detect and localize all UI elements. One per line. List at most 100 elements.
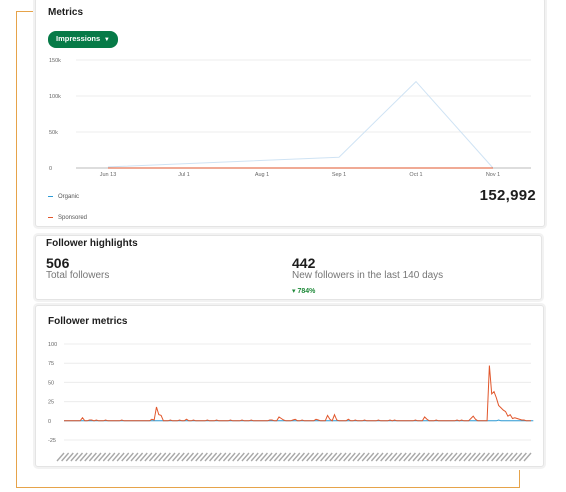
x-tick-mark [495,452,504,462]
x-tick-label: Oct 1 [409,172,422,178]
x-tick-mark [301,452,310,462]
x-tick-mark [148,452,158,462]
x-tick-mark [509,452,518,462]
x-tick-label: Aug 1 [255,172,269,178]
x-tick-mark [518,452,527,462]
x-tick-mark [278,452,287,462]
x-tick-mark [79,452,88,462]
x-tick-mark [486,452,495,462]
x-tick-mark [283,452,292,462]
new-followers-change: ▾ 784% [292,287,315,295]
x-tick-mark [61,452,70,462]
impressions-dropdown-label: Impressions [56,34,101,43]
caret-down-icon: ▼ [102,37,110,43]
x-tick-mark [292,452,301,462]
x-tick-mark [209,452,218,462]
y-tick-label: 50 [48,380,54,386]
x-tick-mark [458,452,467,462]
y-tick-label: 100 [48,342,57,348]
x-tick-mark [56,452,65,462]
x-tick-mark [259,452,268,462]
x-tick-mark [162,452,171,462]
x-tick-mark [421,452,430,462]
x-tick-label: Jul 1 [178,172,190,178]
x-tick-mark [320,452,329,462]
frame-border-right [519,470,520,488]
x-tick-mark [407,452,416,462]
x-tick-mark [380,452,389,462]
y-tick-label: 150k [49,58,61,64]
y-tick-label: 100k [49,94,61,100]
x-tick-mark [70,452,79,462]
x-tick-mark [93,452,102,462]
x-tick-mark [84,452,93,462]
impressions-dropdown[interactable]: Impressions ▼ [48,31,118,48]
x-tick-mark [467,452,477,462]
new-followers-change-value: 784% [297,288,316,295]
x-tick-mark [347,452,356,462]
x-tick-mark [172,452,181,462]
x-tick-mark [324,452,333,462]
legend-organic-swatch [48,195,53,197]
x-tick-mark [241,452,250,462]
x-tick-mark [361,452,370,462]
y-tick-label: 25 [48,400,54,406]
legend-organic-label: Organic [58,194,80,200]
x-tick-label: Jun 13 [100,172,117,178]
new-followers-label: New followers in the last 140 days [292,270,444,281]
x-tick-mark [273,452,282,462]
x-tick-mark [144,452,153,462]
x-tick-mark [343,452,352,462]
frame-border-left [16,11,17,488]
x-tick-mark [218,452,227,462]
x-tick-label: Sep 1 [332,172,346,178]
x-tick-mark [135,452,144,462]
x-tick-mark [125,452,134,462]
x-tick-mark [481,452,490,462]
x-tick-mark [190,452,199,462]
frame-border-top [16,11,36,12]
y-tick-label: 50k [49,130,58,136]
follower-metrics-title: Follower metrics [48,316,128,327]
series-line-orange [64,365,531,422]
x-tick-mark [366,452,375,462]
x-tick-mark [227,452,236,462]
x-tick-mark [329,452,338,462]
x-tick-mark [306,452,315,462]
x-tick-mark [121,452,130,462]
x-tick-mark [88,452,97,462]
x-tick-mark [232,452,241,462]
new-followers-value: 442 [292,255,316,271]
x-tick-mark [310,452,319,462]
y-tick-label: 75 [48,361,54,367]
x-tick-mark [74,452,84,462]
x-tick-mark [394,452,403,462]
x-tick-mark [370,452,379,462]
x-tick-mark [185,452,194,462]
x-tick-mark [449,452,458,462]
legend-sponsored: Sponsored [48,215,87,221]
x-tick-mark [463,452,472,462]
x-tick-mark [65,452,74,462]
metrics-card: Metrics Impressions ▼ 150k 100k 50k 0 Jun 13… [35,0,545,227]
x-tick-mark [444,452,453,462]
metrics-title: Metrics [48,7,84,18]
x-tick-mark [236,452,245,462]
legend-sponsored-label: Sponsored [58,215,88,221]
x-tick-mark [454,452,463,462]
x-tick-mark [338,452,347,462]
x-tick-mark [199,452,208,462]
x-tick-mark [426,452,435,462]
x-tick-mark [213,452,222,462]
x-tick-mark [477,452,486,462]
x-tick-mark [116,452,125,462]
x-tick-mark [357,452,366,462]
x-tick-mark [417,452,426,462]
x-tick-mark [264,452,273,462]
x-tick-mark [167,452,176,462]
x-tick-mark [111,452,121,462]
x-tick-mark [158,452,167,462]
series-line-organic [107,80,494,169]
x-tick-mark [430,452,440,462]
x-tick-mark [500,452,509,462]
